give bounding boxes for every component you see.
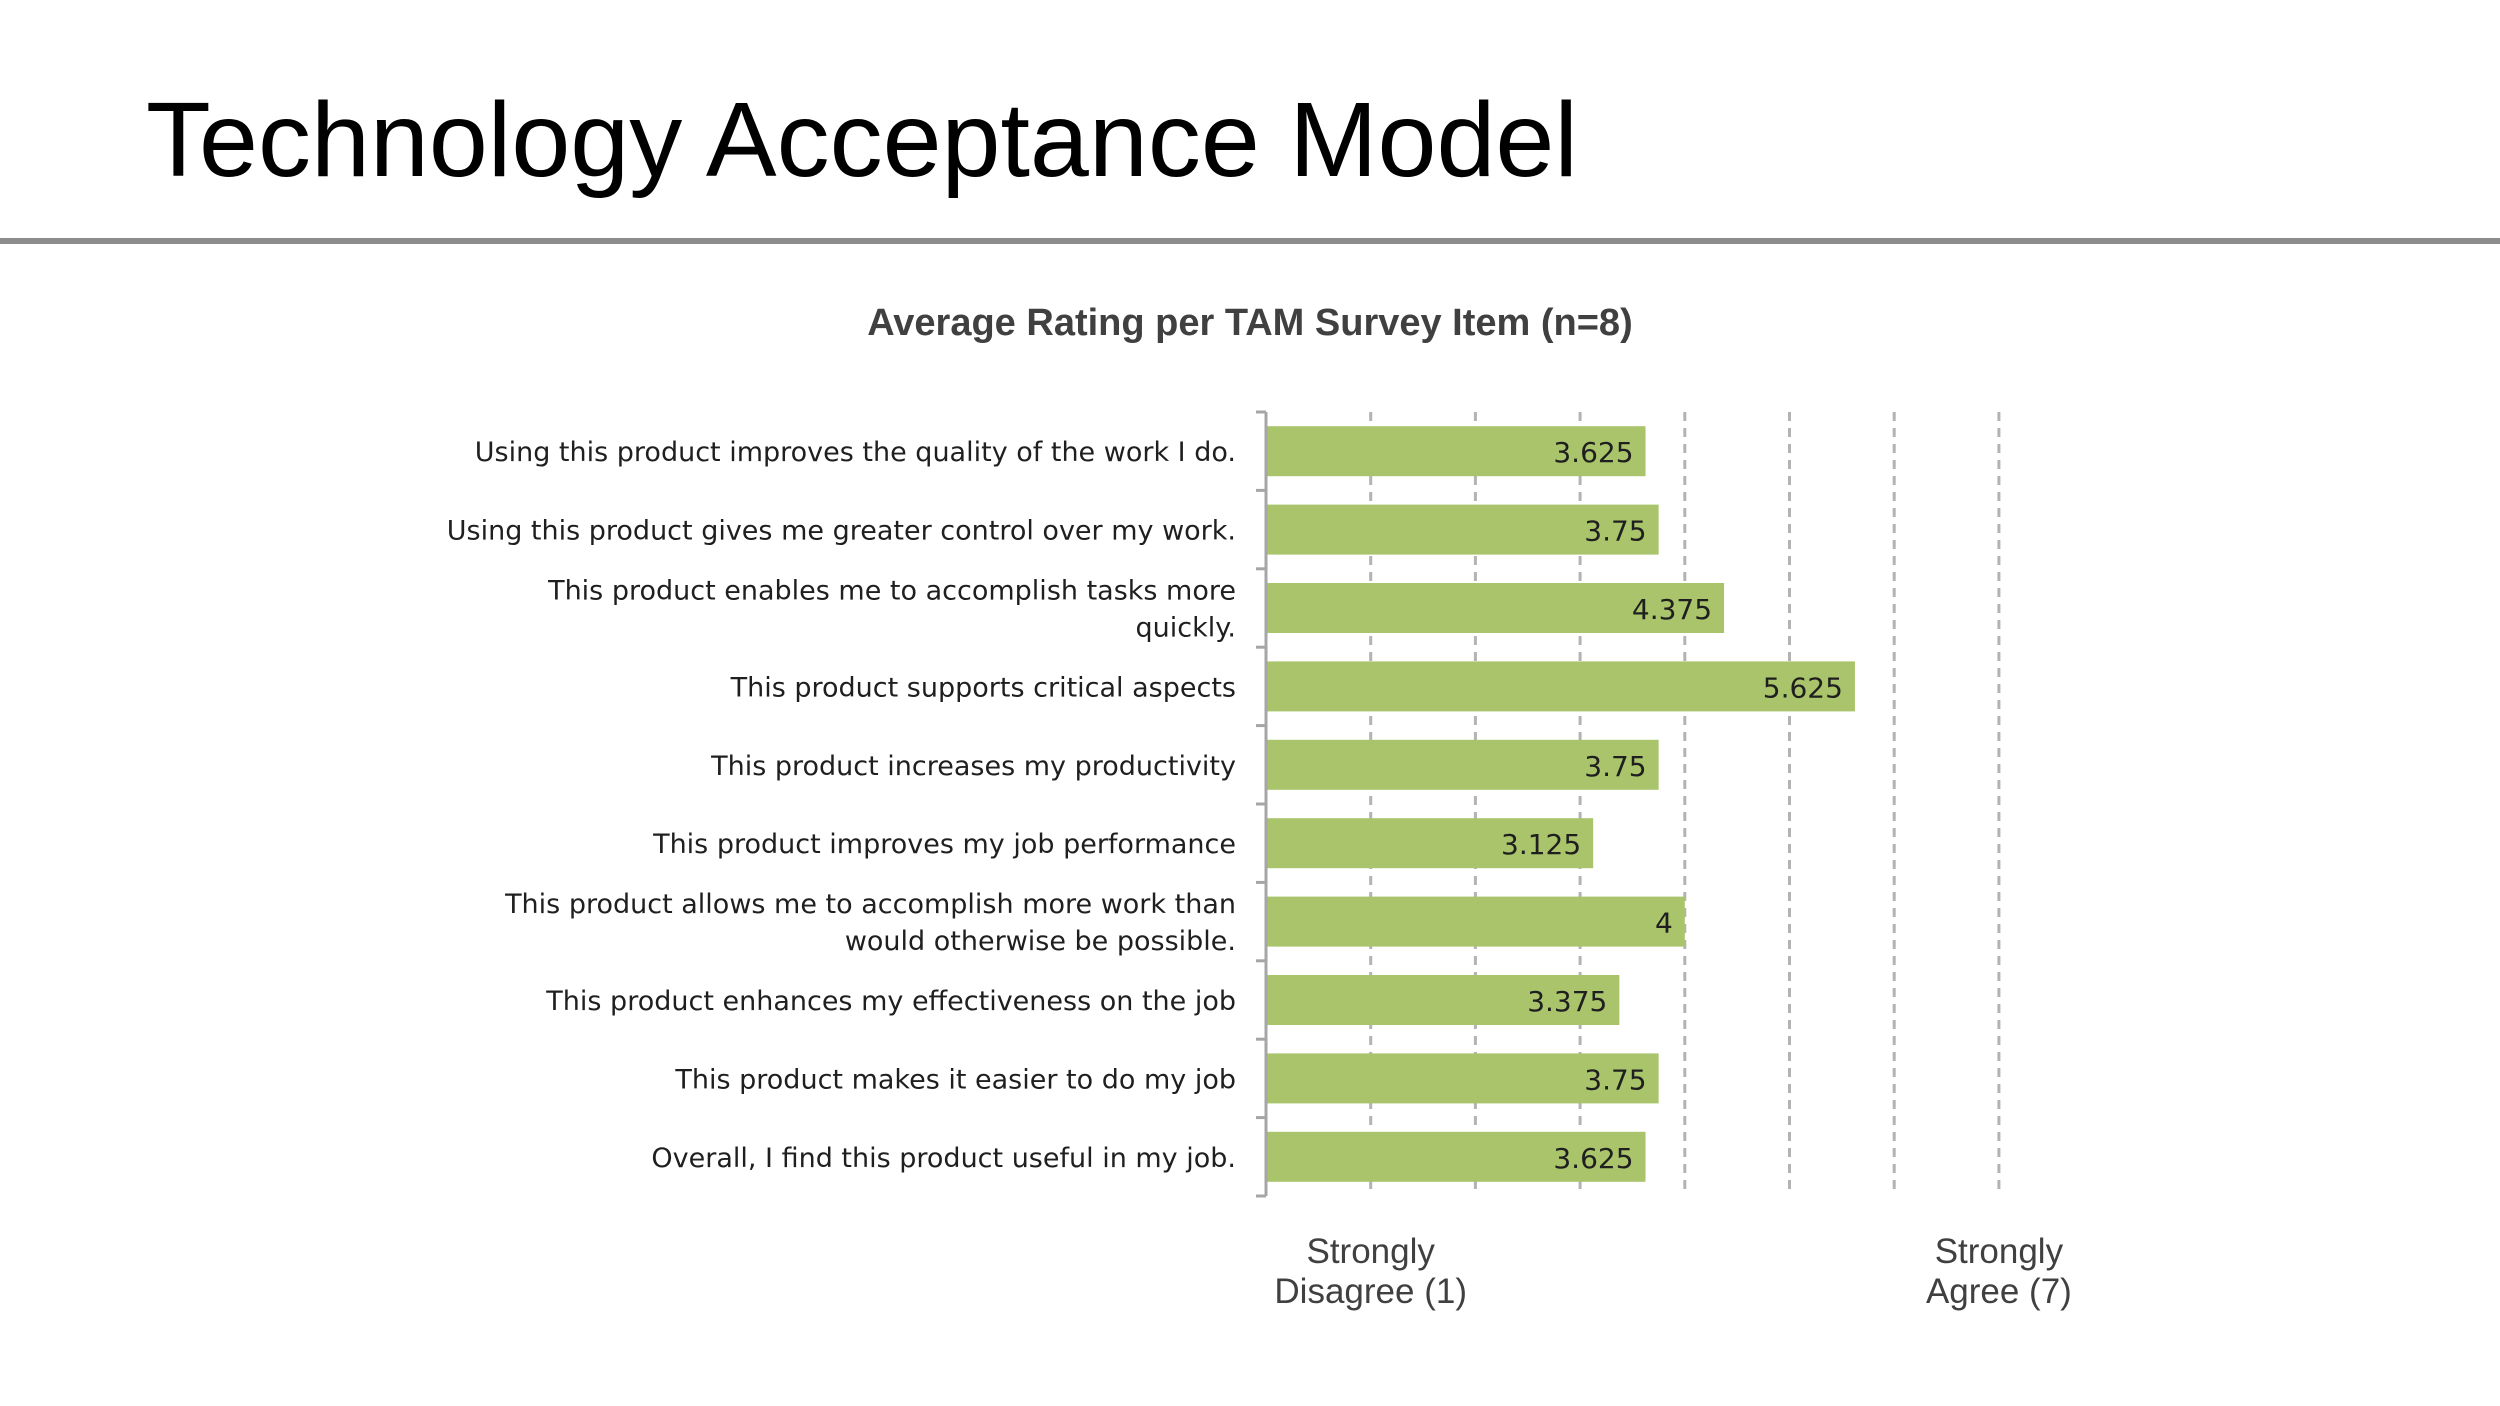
bar-6 bbox=[1266, 818, 1594, 869]
bar-value-label-9: 3.75 bbox=[1584, 1063, 1646, 1096]
bar-value-label-6: 3.125 bbox=[1501, 828, 1581, 861]
bar-value-label-10: 3.625 bbox=[1553, 1142, 1633, 1175]
bar-value-label-2: 3.75 bbox=[1584, 515, 1646, 548]
category-label-3: This product enables me to accomplish ta… bbox=[547, 576, 1236, 644]
category-label-7: This product allows me to accomplish mor… bbox=[504, 889, 1236, 957]
bar-8 bbox=[1266, 975, 1620, 1025]
bar-5 bbox=[1266, 739, 1659, 790]
bar-value-label-8: 3.375 bbox=[1527, 985, 1607, 1018]
chart-title: Average Rating per TAM Survey Item (n=8) bbox=[867, 302, 1632, 344]
bar-1 bbox=[1266, 426, 1646, 477]
category-label-5: This product increases my productivity bbox=[710, 751, 1236, 782]
category-label-2: Using this product gives me greater cont… bbox=[447, 516, 1236, 547]
scale-label-7: Strongly Agree (7) bbox=[1926, 1232, 2072, 1311]
category-label-4: This product supports critical aspects bbox=[730, 672, 1236, 703]
category-label-9: This product makes it easier to do my jo… bbox=[674, 1064, 1236, 1095]
bar-value-label-1: 3.625 bbox=[1553, 436, 1633, 469]
bar-10 bbox=[1266, 1131, 1646, 1182]
scale-label-1: Strongly Disagree (1) bbox=[1274, 1232, 1467, 1311]
title-divider bbox=[0, 238, 2500, 244]
bar-3 bbox=[1266, 583, 1725, 633]
bar-value-label-4: 5.625 bbox=[1763, 671, 1843, 704]
category-label-1: Using this product improves the quality … bbox=[475, 437, 1236, 468]
slide-title: Technology Acceptance Model bbox=[146, 81, 1578, 199]
category-label-10: Overall, I find this product useful in m… bbox=[651, 1143, 1236, 1174]
bar-value-label-5: 3.75 bbox=[1584, 750, 1646, 783]
bar-7 bbox=[1266, 896, 1685, 947]
bar-9 bbox=[1266, 1053, 1659, 1104]
bar-value-label-7: 4 bbox=[1655, 907, 1673, 940]
bar-value-label-3: 4.375 bbox=[1632, 593, 1712, 626]
bar-4 bbox=[1266, 661, 1855, 712]
category-label-8: This product enhances my effectiveness o… bbox=[545, 986, 1236, 1017]
category-label-6: This product improves my job performance bbox=[652, 829, 1236, 860]
bar-2 bbox=[1266, 504, 1659, 555]
